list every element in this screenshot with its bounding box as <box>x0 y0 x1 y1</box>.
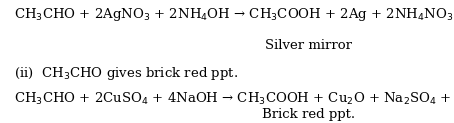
Text: (ii)  CH$_3$CHO gives brick red ppt.: (ii) CH$_3$CHO gives brick red ppt. <box>14 65 237 82</box>
Text: CH$_3$CHO + 2CuSO$_4$ + 4NaOH → CH$_3$COOH + Cu$_2$O + Na$_2$SO$_4$ + 2H$_2$O: CH$_3$CHO + 2CuSO$_4$ + 4NaOH → CH$_3$CO… <box>14 91 454 107</box>
Text: Silver mirror: Silver mirror <box>265 39 352 52</box>
Text: Brick red ppt.: Brick red ppt. <box>262 108 355 121</box>
Text: CH$_3$CHO + 2AgNO$_3$ + 2NH$_4$OH → CH$_3$COOH + 2Ag + 2NH$_4$NO$_3$ + 2H$_2$O: CH$_3$CHO + 2AgNO$_3$ + 2NH$_4$OH → CH$_… <box>14 6 454 23</box>
